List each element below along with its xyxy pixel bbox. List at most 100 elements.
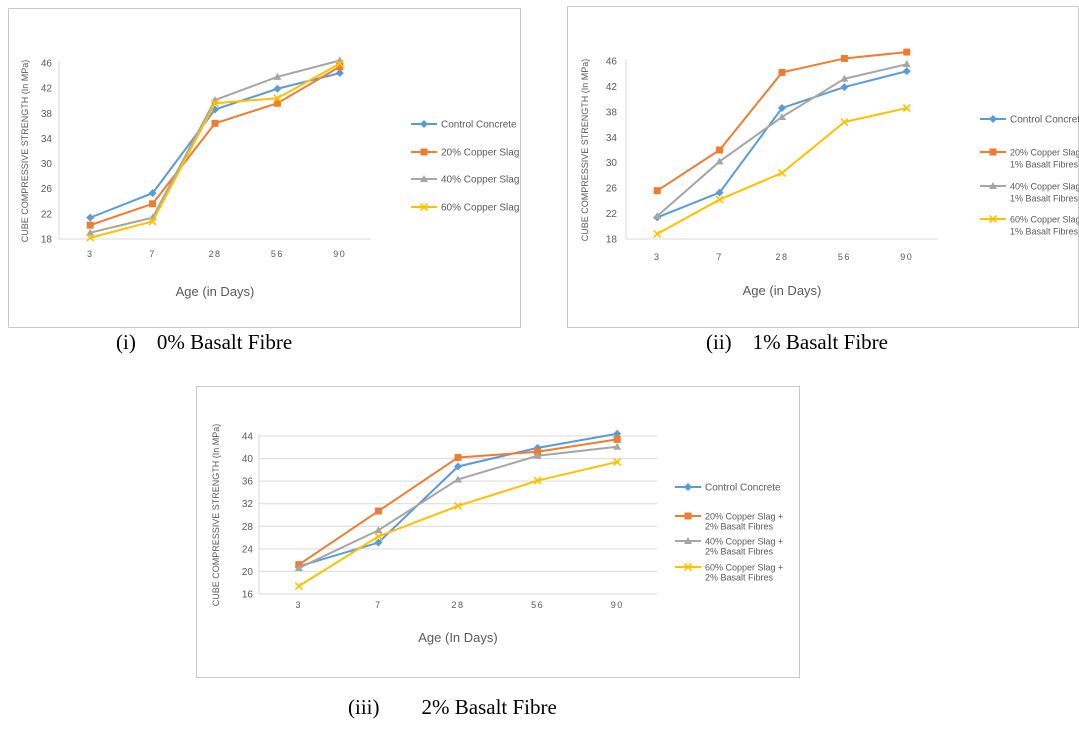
legend-marker [420, 148, 428, 156]
series-line [89, 72, 341, 219]
legend-label: 20% Copper Slag + [705, 512, 783, 522]
data-point [613, 457, 622, 467]
x-tick-label: 28 [775, 252, 788, 262]
chart-panel-0-basalt: 18 22 26 30 34 38 42 46 3 7 28 56 90 Age (in Days) CUB… [8, 8, 521, 328]
x-tick-label: 90 [611, 600, 624, 610]
caption-number: (ii) [706, 330, 732, 354]
y-tick-label: 30 [41, 159, 53, 170]
series-line [89, 65, 341, 227]
legend-marker [420, 120, 428, 128]
data-point [653, 229, 662, 238]
data-point [335, 69, 344, 78]
y-tick-label: 38 [606, 107, 618, 118]
data-point [86, 221, 94, 229]
legend-entry-3: 40% Copper Slag + 1% Basalt Fibres [980, 182, 1079, 204]
data-point [211, 119, 219, 127]
data-point [613, 442, 622, 450]
data-point [86, 213, 95, 222]
y-tick-label: 22 [41, 209, 53, 220]
y-tick-label: 26 [606, 184, 618, 195]
series-line [656, 63, 908, 217]
x-tick-label: 3 [296, 600, 303, 610]
legend-entry-4: 60% Copper Slag [411, 203, 519, 214]
y-tick-label: 26 [41, 184, 53, 195]
caption-1-basalt: (ii) 1% Basalt Fibre [706, 330, 888, 355]
legend-label: 1% Basalt Fibres [1010, 227, 1079, 237]
y-tick-label: 34 [606, 133, 618, 144]
y-axis-title: CUBE COMPRESSIVE STRENGTH (In MPa) [20, 60, 30, 243]
legend-label: 2% Basalt Fibres [705, 547, 774, 557]
data-point [210, 99, 220, 108]
x-tick-label: 56 [838, 252, 851, 262]
legend-marker [989, 115, 997, 123]
y-tick-label: 46 [606, 57, 618, 68]
legend-entry-3: 40% Copper Slag [411, 175, 519, 186]
series-1 [86, 69, 344, 222]
legend-label: Control Concrete [705, 483, 781, 494]
series-4 [653, 103, 911, 238]
legend-marker [989, 182, 997, 189]
legend-label: 40% Copper Slag + [1010, 182, 1079, 192]
data-point [613, 429, 622, 438]
data-point [777, 168, 787, 177]
data-point [902, 103, 911, 113]
x-tick-label: 7 [375, 600, 382, 610]
data-point [374, 526, 383, 534]
x-tick-label: 90 [333, 249, 346, 259]
data-point [453, 501, 463, 511]
series-line [89, 59, 341, 234]
data-point [148, 217, 157, 226]
series-1 [653, 67, 911, 222]
legend-marker [989, 148, 997, 156]
x-axis-title: Age (In Days) [418, 630, 497, 645]
caption-number: (i) [116, 330, 136, 354]
legend-marker [684, 537, 692, 544]
data-point [336, 63, 344, 71]
x-axis-title: Age (in Days) [176, 284, 255, 299]
legend-entry-1: Control Concrete [980, 115, 1079, 126]
y-tick-label: 18 [41, 235, 53, 246]
x-tick-label: 28 [451, 600, 464, 610]
y-axis-title: CUBE COMPRESSIVE STRENGTH (In MPa) [580, 59, 590, 242]
y-tick-label: 30 [606, 158, 618, 169]
data-point [374, 507, 382, 515]
data-point [335, 59, 344, 68]
x-tick-label: 7 [149, 249, 156, 259]
legend-label: 2% Basalt Fibres [705, 522, 774, 532]
legend-label: Control Concrete [1010, 115, 1079, 126]
y-tick-label: 40 [242, 454, 254, 465]
data-point [778, 104, 786, 113]
data-point [374, 538, 383, 547]
y-tick-label: 20 [242, 567, 254, 578]
x-tick-label: 28 [208, 249, 221, 259]
data-point [148, 189, 157, 198]
y-axis-title: CUBE COMPRESSIVE STRENGTH (In MPa) [211, 424, 221, 607]
data-point [715, 195, 724, 204]
series-4 [294, 457, 622, 591]
y-tick-label: 42 [606, 82, 618, 93]
data-point [273, 99, 281, 107]
caption-2-basalt: (iii) 2% Basalt Fibre [348, 695, 557, 720]
data-point [902, 60, 911, 68]
data-point [454, 475, 462, 483]
series-3 [294, 442, 622, 572]
data-point [533, 451, 542, 459]
legend-label: 20% Copper Slag + [1010, 148, 1079, 158]
data-point [840, 117, 849, 127]
legend-label: 40% Copper Slag + [705, 537, 783, 547]
data-point [294, 564, 303, 572]
legend-label: 2% Basalt Fibres [705, 573, 774, 583]
data-point [273, 94, 282, 103]
data-point [533, 476, 542, 485]
data-point [613, 435, 621, 443]
chart-svg-2-basalt: 16 20 24 28 32 36 40 44 3 7 28 56 90 Age (In Days) CUB… [211, 424, 783, 645]
legend-label: Control Concrete [441, 120, 517, 131]
y-tick-label: 24 [242, 544, 254, 555]
data-point [840, 74, 849, 82]
data-point [840, 54, 848, 62]
legend-entry-2: 20% Copper Slag +2% Basalt Fibres [675, 512, 783, 532]
series-2 [86, 63, 344, 229]
y-tick-label: 28 [242, 522, 254, 533]
data-point [294, 582, 303, 591]
caption-text: 1% Basalt Fibre [752, 330, 888, 354]
